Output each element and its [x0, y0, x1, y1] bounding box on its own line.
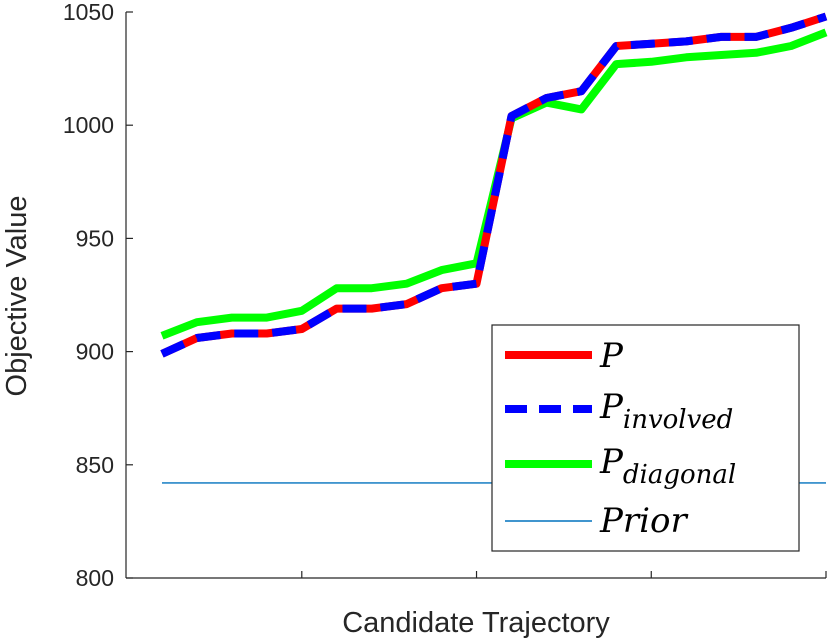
legend-label-p-main: P — [599, 336, 624, 376]
legend-label-p-involved-main: P — [599, 387, 624, 427]
y-axis-label: Objective Value — [1, 196, 33, 397]
y-tick-label: 900 — [76, 339, 114, 365]
legend-label-p-diagonal-main: P — [599, 442, 624, 482]
legend-label-prior: Prior — [599, 501, 688, 541]
legend-label-p-involved: Pinvolved — [599, 387, 733, 435]
legend-label-p-diagonal-sub: diagonal — [623, 460, 736, 490]
y-ticks: 800 850 900 950 1000 1050 — [63, 0, 133, 591]
y-tick-label: 800 — [76, 565, 114, 591]
y-tick-label: 950 — [76, 225, 114, 251]
legend-label-prior-main: Prior — [599, 501, 688, 541]
y-tick-label: 1050 — [63, 0, 114, 25]
y-tick-label: 850 — [76, 452, 114, 478]
legend-box — [491, 324, 800, 552]
x-ticks — [301, 571, 827, 578]
series-line-p-involved — [160, 12, 828, 358]
x-axis-label: Candidate Trajectory — [342, 607, 610, 639]
legend-label-p-involved-sub: involved — [623, 405, 733, 435]
y-tick-label: 1000 — [63, 112, 114, 138]
legend: P Pinvolved Pdiagonal Prior — [491, 324, 800, 552]
series-lines — [160, 12, 828, 484]
legend-label-p-diagonal: Pdiagonal — [599, 442, 736, 490]
legend-label-p: P — [599, 336, 624, 376]
